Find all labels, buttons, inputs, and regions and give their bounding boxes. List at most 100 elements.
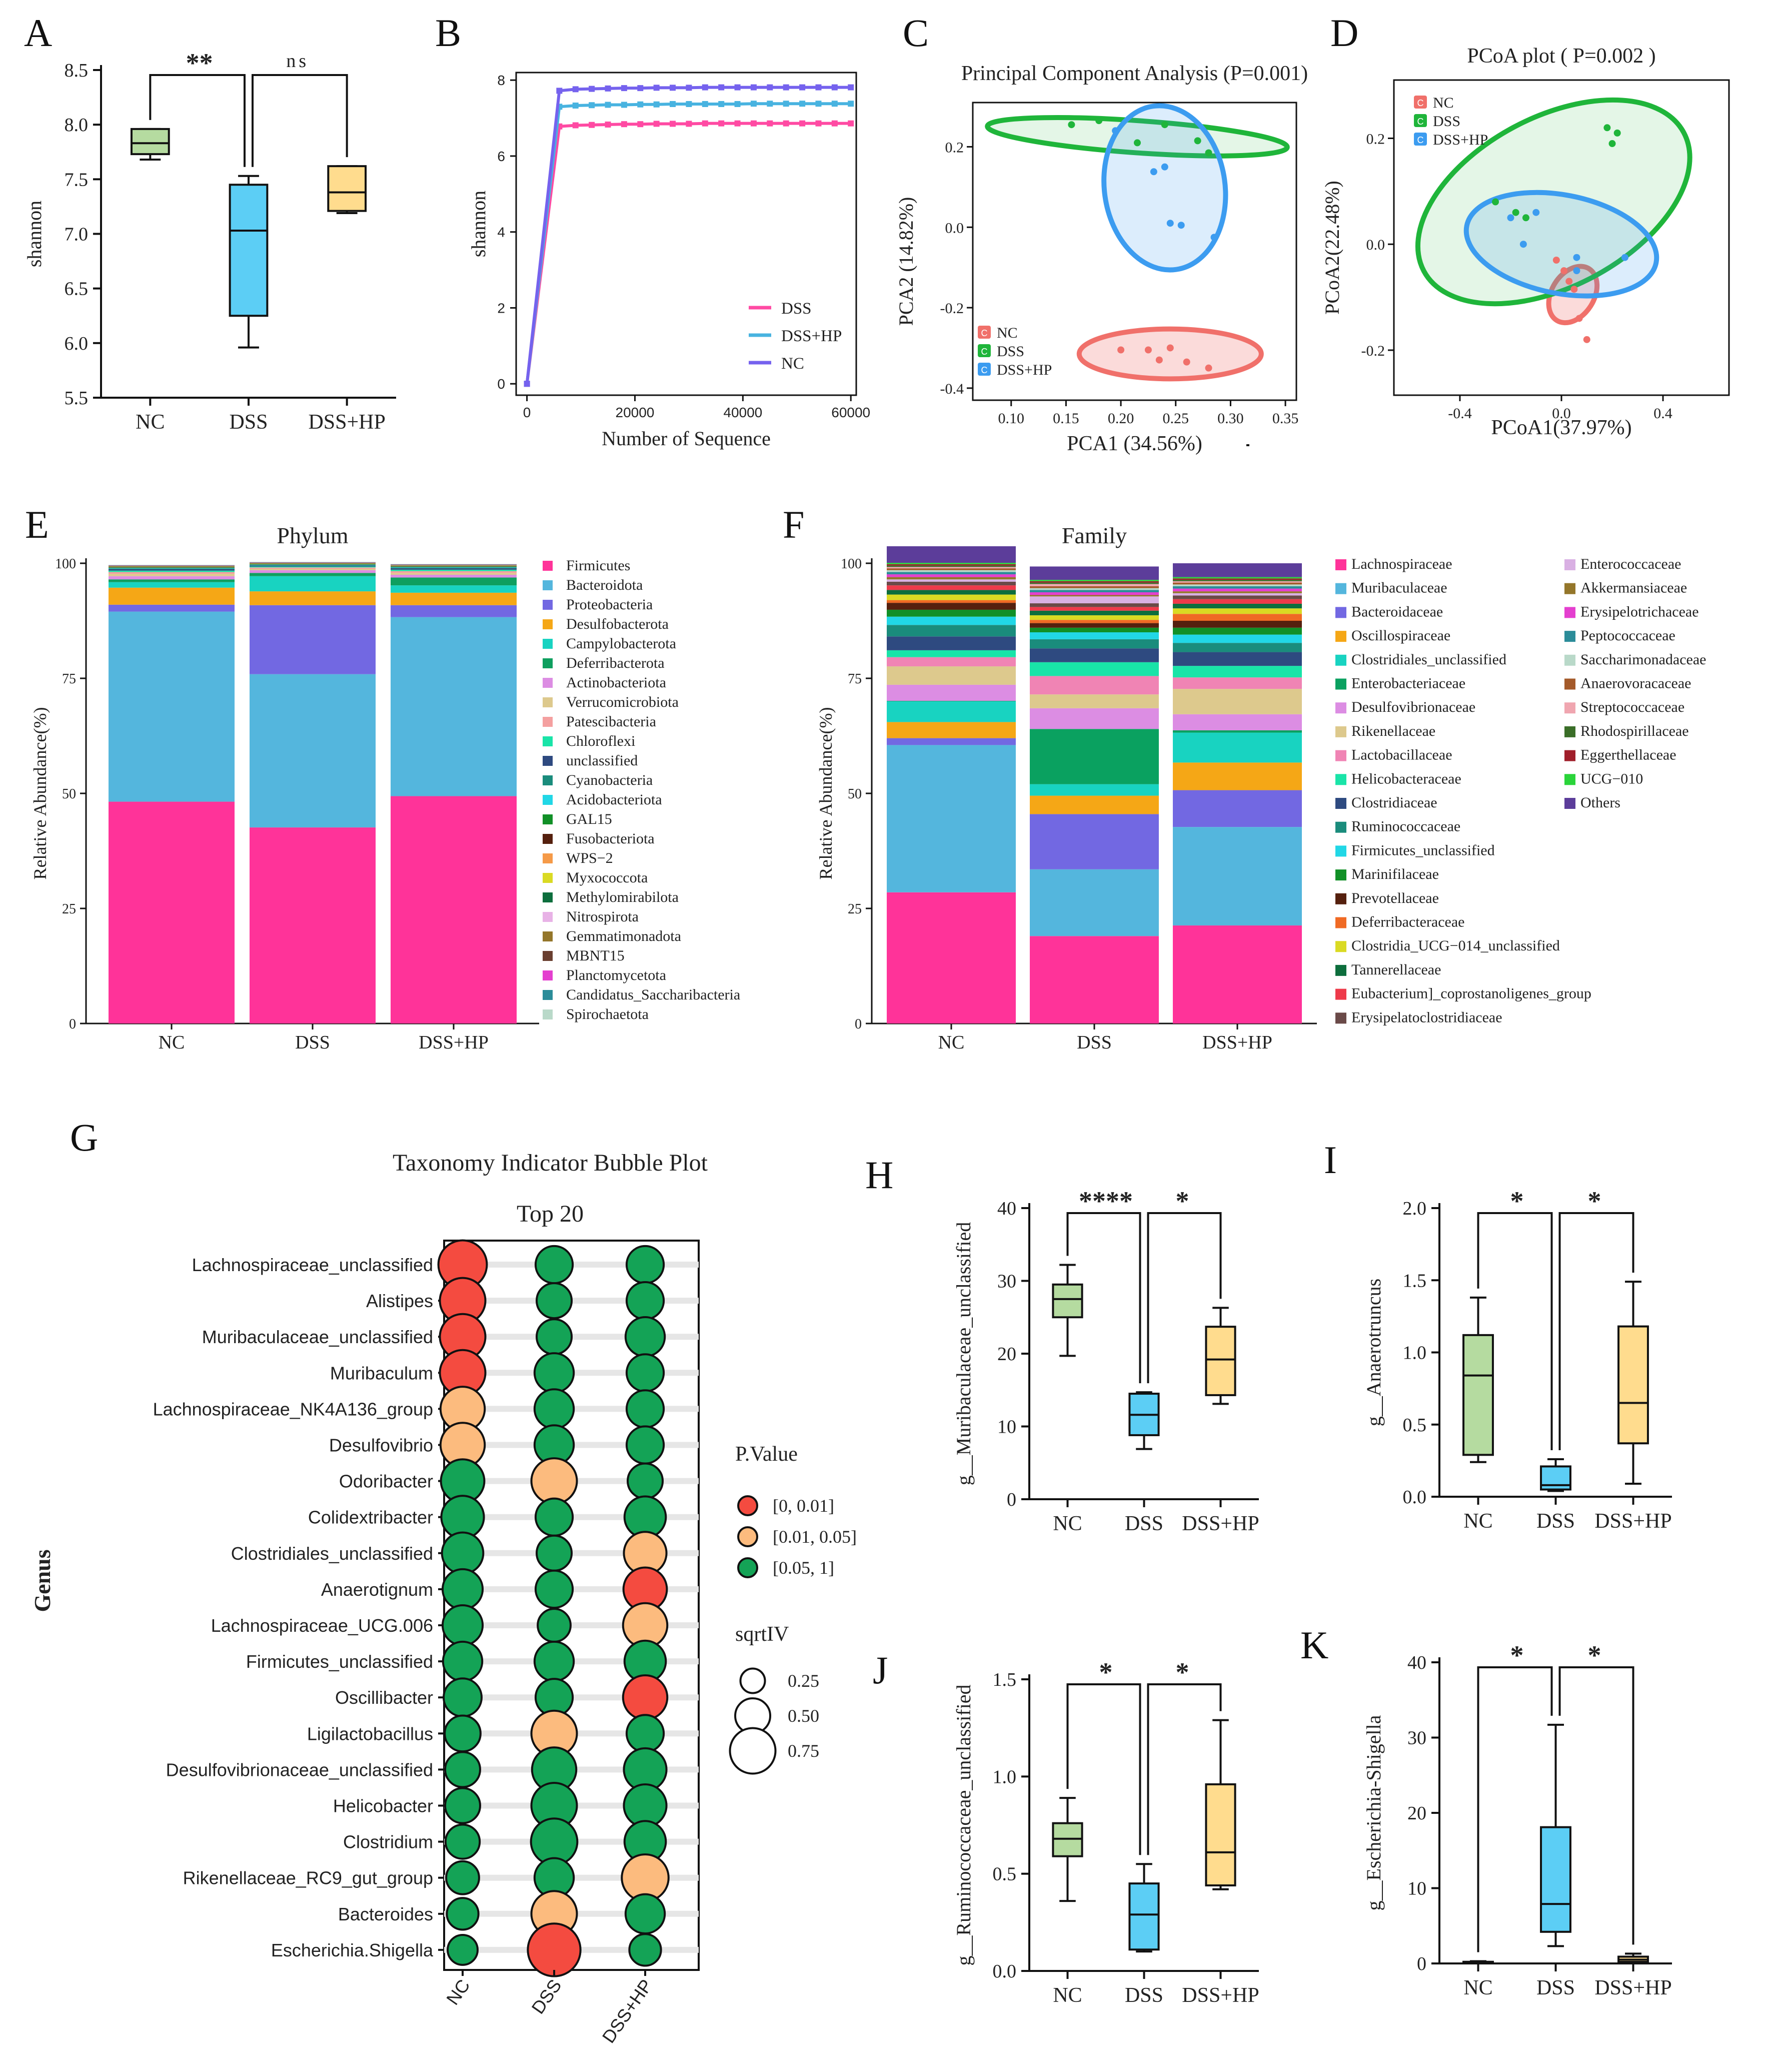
y-tick-label: 1.0 — [993, 1766, 1017, 1787]
bar-segment-Ruminococcaceae — [1030, 639, 1159, 649]
series-point — [605, 102, 611, 108]
significance-bracket — [1477, 1666, 1553, 1952]
legend-swatch-glyph: C — [1417, 135, 1424, 145]
series-point — [653, 101, 660, 108]
genus-label: Muribaculum — [330, 1363, 433, 1383]
bar-segment-Myxococcota — [109, 566, 235, 567]
y-tick-label: 25 — [62, 901, 76, 917]
bar-segment-Deferribacterota — [109, 579, 235, 582]
series-point — [815, 101, 822, 107]
indicator-bubble — [624, 1893, 666, 1935]
box-DSS+HP — [1617, 1325, 1649, 1445]
x-tick-label: NC — [1463, 1510, 1492, 1533]
x-tick-label: DSS+HP — [1202, 1032, 1272, 1053]
x-tick-label: 0.0 — [1552, 405, 1571, 422]
legend-swatch — [543, 970, 553, 980]
series-point — [589, 86, 595, 92]
bar-segment-Saccharimonadaceae — [1030, 588, 1159, 590]
legend-swatch — [543, 717, 553, 727]
genus-label: Colidextribacter — [308, 1507, 433, 1528]
y-tick-label: 30 — [997, 1271, 1016, 1292]
bar-segment-Actinobacteriota — [250, 570, 376, 573]
x-tick-label: DSS — [528, 1975, 566, 2017]
bar-segment-Erysipelatoclostridiaceae — [1030, 603, 1159, 607]
bar-segment-Nitrospirota — [391, 565, 517, 566]
bar-segment-Clostridia_UCG−014_unclassified — [887, 594, 1016, 600]
chart-title: Phylum — [277, 523, 348, 548]
bar-segment-Rhodospirillaceae — [1173, 580, 1302, 581]
y-tick-label: 100 — [55, 556, 76, 572]
sample-point — [1210, 234, 1218, 241]
chart-title: Family — [1062, 523, 1127, 548]
x-tick-label: NC — [159, 1032, 185, 1053]
y-tick-label: 30 — [1407, 1728, 1426, 1749]
bar-segment-Others — [1173, 563, 1302, 577]
panel-letter-K: K — [1300, 1623, 1328, 1667]
legend-swatch — [1335, 774, 1346, 785]
bar-segment-Desulfobacterota — [250, 591, 376, 605]
chart-title: PCoA plot ( P=0.002 ) — [1467, 45, 1655, 68]
legend-label: Prevotellaceae — [1351, 890, 1439, 906]
legend-label: Firmicutes_unclassified — [1351, 842, 1495, 858]
legend-label: DSS — [781, 300, 812, 318]
bar-segment-Chloroflexi — [109, 570, 235, 572]
bar-segment-Anaerovoracaceae — [1030, 586, 1159, 588]
legend-label: Desulfobacterota — [566, 616, 669, 632]
indicator-bubble — [533, 1352, 575, 1394]
legend-swatch — [543, 814, 553, 824]
genus-label: Alistipes — [366, 1291, 433, 1311]
x-axis-label: PCoA1(37.97%) — [1491, 416, 1631, 439]
series-point — [799, 120, 806, 127]
series-point — [702, 120, 708, 127]
significance-label: * — [1588, 1186, 1601, 1216]
legend-size-swatch — [729, 1727, 777, 1775]
x-tick-label: 40000 — [723, 405, 762, 420]
legend-title: sqrtIV — [735, 1623, 789, 1646]
bar-segment-Lachnospiraceae — [1173, 925, 1302, 1023]
legend-swatch — [543, 561, 553, 571]
bar-segment-Patescibacteria — [109, 572, 235, 574]
bar-segment-Erysipelatoclostridiaceae — [887, 581, 1016, 586]
y-tick-label: 10 — [997, 1417, 1016, 1438]
bar-segment-Clostridiaceae — [887, 636, 1016, 650]
bar-segment-Erysipelatoclostridiaceae — [1173, 595, 1302, 599]
legend-label: Enterococcaceae — [1580, 556, 1681, 572]
y-tick-label: 0.0 — [1403, 1487, 1427, 1508]
genus-label: Clostridiales_unclassified — [231, 1543, 433, 1564]
series-point — [637, 85, 644, 92]
stray-mark — [1246, 444, 1249, 446]
indicator-bubble — [534, 1569, 574, 1609]
bar-segment-Firmicutes — [391, 796, 517, 1023]
sample-point — [1603, 124, 1611, 132]
bar-segment-Eubacterium]_coprostanoligenes_group — [1030, 607, 1159, 611]
x-tick-label: DSS+HP — [1594, 1510, 1671, 1533]
indicator-bubble — [527, 1922, 582, 1977]
legend-label: Clostridia_UCG−014_unclassified — [1351, 937, 1560, 954]
series-point — [637, 101, 644, 108]
indicator-bubble — [536, 1318, 573, 1356]
y-tick-label: 20 — [997, 1344, 1016, 1365]
group-ellipse-DSS — [1415, 97, 1692, 307]
significance-label: **** — [1079, 1186, 1133, 1216]
bar-segment-Rhodospirillaceae — [1030, 582, 1159, 584]
panel-letter-F: F — [783, 503, 804, 546]
sample-point — [1613, 129, 1621, 137]
sample-point — [1166, 344, 1174, 352]
sample-point — [1183, 358, 1190, 366]
legend-swatch — [1335, 583, 1346, 594]
bar-segment-Lactobacillaceae — [887, 657, 1016, 667]
bar-segment-Campylobacterota — [250, 576, 376, 592]
bar-segment-Lachnospiraceae — [1030, 936, 1159, 1023]
significance-label: ** — [186, 48, 213, 78]
legend-swatch — [543, 697, 553, 707]
bar-segment-Akkermansiaceae — [1173, 591, 1302, 593]
legend-swatch — [1414, 96, 1427, 109]
x-tick-label: DSS+HP — [419, 1032, 489, 1053]
x-tick-label: DSS+HP — [1594, 1976, 1671, 1999]
series-point — [572, 103, 579, 109]
sample-point — [1205, 149, 1212, 157]
legend-label: Methylomirabilota — [566, 889, 679, 905]
legend-swatch — [1564, 583, 1575, 594]
legend-swatch — [1564, 631, 1575, 642]
series-point — [831, 84, 838, 91]
